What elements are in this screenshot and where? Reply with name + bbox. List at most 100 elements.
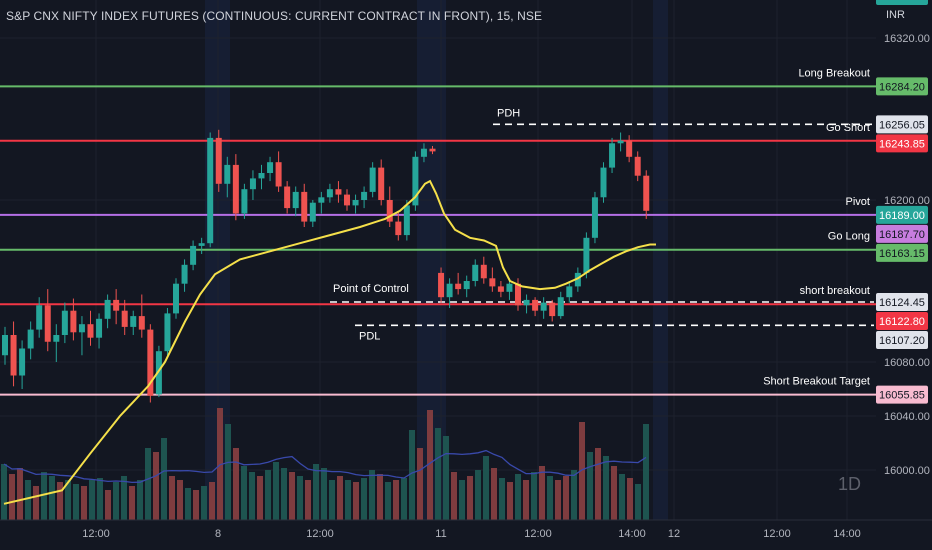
y-tick-label: 16200.00 <box>884 195 930 207</box>
volume-bar <box>193 490 199 520</box>
volume-bar <box>217 408 223 520</box>
candle-body <box>309 202 316 222</box>
volume-bar <box>337 476 343 520</box>
candle-body <box>301 191 308 222</box>
price-tag <box>876 311 928 330</box>
level-label: Go Short <box>826 122 870 134</box>
candle-body <box>164 313 171 352</box>
candle-body <box>113 299 120 311</box>
volume-bar <box>177 480 183 520</box>
volume-bar <box>201 486 207 520</box>
level-label: Pivot <box>846 196 870 208</box>
x-tick-label: 14:00 <box>833 528 861 540</box>
volume-bar <box>555 480 561 520</box>
volume-bar <box>459 480 465 520</box>
candle-body <box>267 162 274 173</box>
candle-body <box>455 283 462 290</box>
volume-bar <box>9 474 15 520</box>
candle-body <box>480 264 487 279</box>
volume-bar <box>233 448 239 520</box>
candle-body <box>241 189 248 214</box>
candle-body <box>497 286 504 292</box>
symbol-title[interactable]: S&P CNX NIFTY INDEX FUTURES (CONTINUOUS:… <box>6 9 543 23</box>
candle-body <box>249 178 256 190</box>
candle-body <box>617 140 624 144</box>
level-label: Go Long <box>828 231 870 243</box>
volume-bar <box>113 482 119 520</box>
volume-bar <box>129 486 135 520</box>
volume-bar <box>587 452 593 520</box>
candle-body <box>574 272 581 287</box>
candle-body <box>318 197 325 203</box>
volume-bar <box>49 476 55 520</box>
price-tag-label: 16124.45 <box>879 297 925 309</box>
candle-body <box>532 299 539 311</box>
volume-bar <box>531 472 537 520</box>
candle-body <box>386 200 393 222</box>
price-tag-label: 16256.05 <box>879 119 925 131</box>
candle-body <box>104 299 111 319</box>
candle-body <box>36 305 43 330</box>
x-tick-label: 12:00 <box>524 528 552 540</box>
volume-bar <box>435 428 441 520</box>
candle-body <box>335 189 342 195</box>
candle-body <box>232 164 239 214</box>
volume-bar <box>603 456 609 520</box>
volume-bar <box>377 474 383 520</box>
candle-body <box>429 148 436 152</box>
volume-bar <box>427 410 433 520</box>
candle-body <box>96 318 103 338</box>
volume-bar <box>33 486 39 520</box>
candle-body <box>557 297 564 317</box>
candle-body <box>463 281 470 290</box>
price-tag-label: 16189.00 <box>879 210 925 222</box>
volume-bar <box>145 448 151 520</box>
x-tick-label: 11 <box>435 528 446 540</box>
candle-body <box>634 156 641 176</box>
volume-bar <box>289 472 295 520</box>
candle-body <box>155 351 162 395</box>
candle-body <box>446 283 453 298</box>
price-tag-label: 16055.85 <box>879 390 925 402</box>
candle-body <box>472 264 479 281</box>
volume-bar <box>249 472 255 520</box>
volume-bar <box>417 448 423 520</box>
volume-bar <box>611 466 617 520</box>
volume-bar <box>523 480 529 520</box>
candle-body <box>284 186 291 209</box>
volume-bar <box>73 484 79 520</box>
candle-body <box>121 310 128 327</box>
candle-body <box>215 137 222 184</box>
candle-body <box>138 316 145 330</box>
vwap-line <box>3 179 656 505</box>
candle-body <box>61 310 68 335</box>
volume-bar <box>643 424 649 520</box>
candle-body <box>344 194 350 206</box>
candle-body <box>19 348 26 376</box>
volume-bar <box>443 436 449 520</box>
candle-body <box>2 335 8 356</box>
candle-body <box>643 175 650 211</box>
candle-body <box>78 324 85 333</box>
volume-bar <box>313 464 319 520</box>
currency-label: INR <box>886 9 905 21</box>
volume-bar <box>41 472 47 520</box>
level-label: Short Breakout Target <box>763 376 870 388</box>
volume-bar <box>507 482 513 520</box>
candle-body <box>147 329 154 396</box>
candle-body <box>326 189 333 198</box>
price-tag <box>876 0 928 5</box>
candle-body <box>292 191 299 209</box>
price-tag <box>876 292 928 311</box>
price-tag-label: 16243.85 <box>879 138 925 150</box>
level-label: Long Breakout <box>798 67 870 79</box>
candle-body <box>438 272 445 298</box>
candle-body <box>489 278 496 287</box>
volume-bar <box>595 448 601 520</box>
volume-bar <box>345 480 351 520</box>
volume-bar <box>393 480 399 520</box>
x-tick-label: 14:00 <box>618 528 646 540</box>
y-tick-label: 16080.00 <box>884 357 930 369</box>
volume-bar <box>265 470 271 520</box>
